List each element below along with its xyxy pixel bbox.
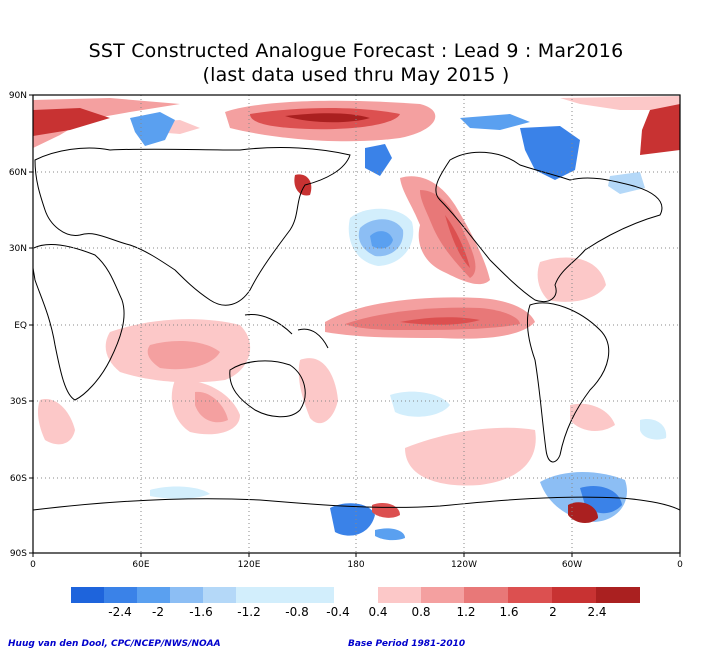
colorbar-swatch-pos-6 [596,587,640,603]
lon-label-180: 180 [347,560,364,570]
colorbar-label: -0.8 [285,605,309,619]
colorbar-swatch-neg-4 [170,587,203,603]
southern-ocean-cool-anomaly [330,503,375,536]
colorbar-swatch-pos-5 [552,587,596,603]
greenland-sea-warm-anomaly [640,104,680,155]
coastlines [33,147,680,511]
australia-outline [229,360,306,418]
lat-label-30n: 30N [9,244,27,254]
colorbar-label: -1.6 [189,605,213,619]
arctic-cool-anomaly [130,112,175,146]
lon-label-0: 0 [30,560,36,570]
lon-label-120e: 120E [238,560,261,570]
colorbar-label: -2.4 [108,605,132,619]
colorbar-label: 2 [549,605,557,619]
colorbar-label: -2 [152,605,164,619]
antarctica-outline [33,496,680,511]
colorbar-label: 2.4 [587,605,607,619]
colorbar-label: 0.4 [368,605,388,619]
colorbar-swatch-pos-2 [421,587,464,603]
lat-label-90n: 90N [9,91,27,101]
south-america-outline [527,302,610,463]
colorbar-label: 0.8 [411,605,431,619]
north-america-outline [435,151,663,303]
africa-outline [33,244,125,401]
colorbar-label: 1.2 [456,605,476,619]
author-credit: Huug van den Dool, CPC/NCEP/NWS/NOAA [8,639,221,649]
lat-label-30s: 30S [10,397,27,407]
colorbar-label: 1.6 [499,605,519,619]
europe-asia-outline [34,147,351,306]
colorbar-swatch-pos-1 [378,587,421,603]
graticule [33,95,680,553]
colorbar-swatch-neg-5 [203,587,236,603]
colorbar-swatch-pos-4 [508,587,552,603]
south-atlantic-warm-anomaly [568,502,598,524]
colorbar-swatch-pos-3 [464,587,508,603]
colorbar-swatch-neg-6 [236,587,334,603]
colorbar-swatch-neg-2 [104,587,137,603]
map-title-line2: (last data used thru May 2015 ) [202,64,510,86]
colorbar-label: -0.4 [326,605,350,619]
lat-label-60n: 60N [9,168,27,178]
lat-label-eq: EQ [14,321,27,331]
lat-label-60s: 60S [10,474,27,484]
map-title-line1: SST Constructed Analogue Forecast : Lead… [88,40,624,62]
lon-label-0-east: 0 [677,560,683,570]
base-period-note: Base Period 1981-2010 [348,639,466,649]
colorbar-swatch-neg-3 [137,587,170,603]
lon-label-60w: 60W [562,560,582,570]
lat-label-90s: 90S [10,549,27,559]
colorbar-label: -1.2 [237,605,261,619]
colorbar-swatch-neg-1 [71,587,104,603]
lon-label-60e: 60E [132,560,149,570]
lon-label-120w: 120W [451,560,477,570]
